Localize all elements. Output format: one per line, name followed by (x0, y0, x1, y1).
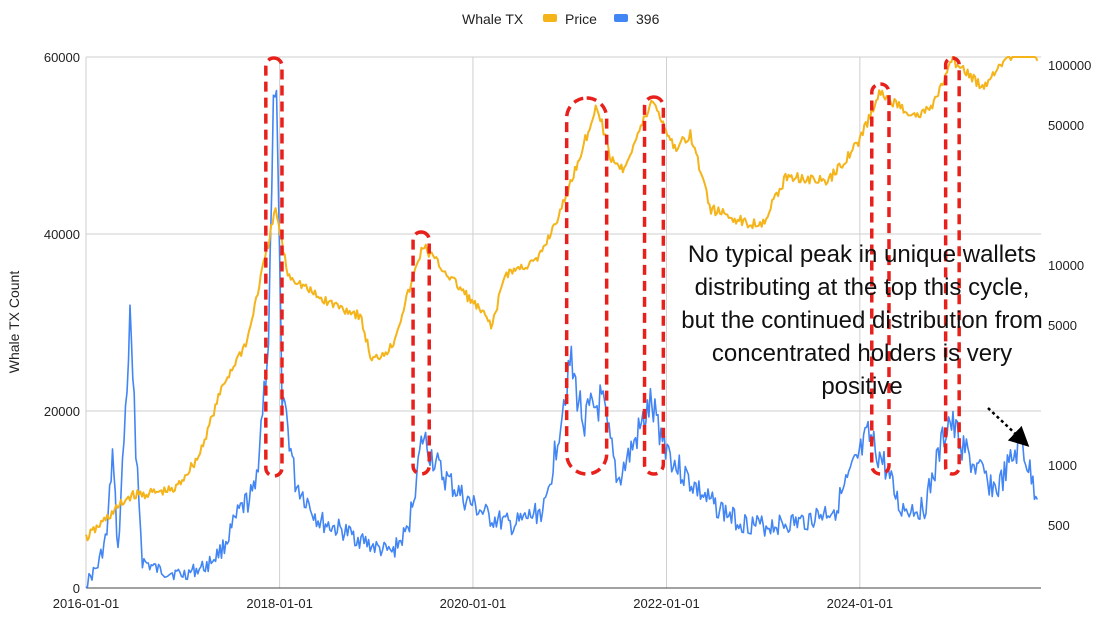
y2-tick-label: 5000 (1048, 318, 1077, 333)
y2-tick-label: 500 (1048, 518, 1070, 533)
y-tick-label: 60000 (44, 50, 80, 65)
y2-tick-label: 10000 (1048, 258, 1084, 273)
x-tick-label: 2016-01-01 (53, 596, 120, 611)
y-tick-label: 0 (73, 581, 80, 596)
x-axis-ticks: 2016-01-01 2018-01-01 2020-01-01 2022-01-01… (53, 596, 893, 611)
x-tick-label: 2020-01-01 (440, 596, 507, 611)
series-line-price (85, 56, 1039, 542)
highlight-ovals (264, 56, 961, 478)
legend-label-price: Price (565, 11, 597, 27)
legend: Whale TX Price 396 (462, 11, 660, 27)
legend-swatch-price (543, 14, 557, 22)
x-tick-label: 2022-01-01 (633, 596, 700, 611)
legend-title: Whale TX (462, 11, 524, 27)
y-axis-ticks: 0 20000 40000 60000 (44, 50, 80, 596)
legend-swatch-396 (614, 14, 628, 22)
highlight-oval (564, 96, 609, 476)
highlight-oval (943, 56, 961, 476)
series-line-396 (85, 89, 1039, 589)
highlight-oval (264, 56, 284, 478)
y-tick-label: 40000 (44, 227, 80, 242)
annotation-text: No typical peak in unique wallets distri… (681, 241, 1043, 400)
y2-tick-label: 1000 (1048, 458, 1077, 473)
gridlines (85, 56, 1041, 589)
highlight-oval (411, 230, 431, 476)
y-axis-title: Whale TX Count (6, 271, 22, 374)
x-tick-label: 2018-01-01 (246, 596, 313, 611)
legend-label-396: 396 (636, 11, 660, 27)
x-tick-label: 2024-01-01 (827, 596, 894, 611)
highlight-oval (870, 82, 891, 476)
highlight-oval (642, 95, 666, 476)
y2-tick-label: 50000 (1048, 118, 1084, 133)
y2-axis-ticks: 500 1000 5000 10000 50000 100000 (1048, 58, 1091, 533)
y-tick-label: 20000 (44, 404, 80, 419)
y2-tick-label: 100000 (1048, 58, 1091, 73)
annotation-arrow (987, 407, 1030, 447)
series-lines (85, 56, 1039, 589)
